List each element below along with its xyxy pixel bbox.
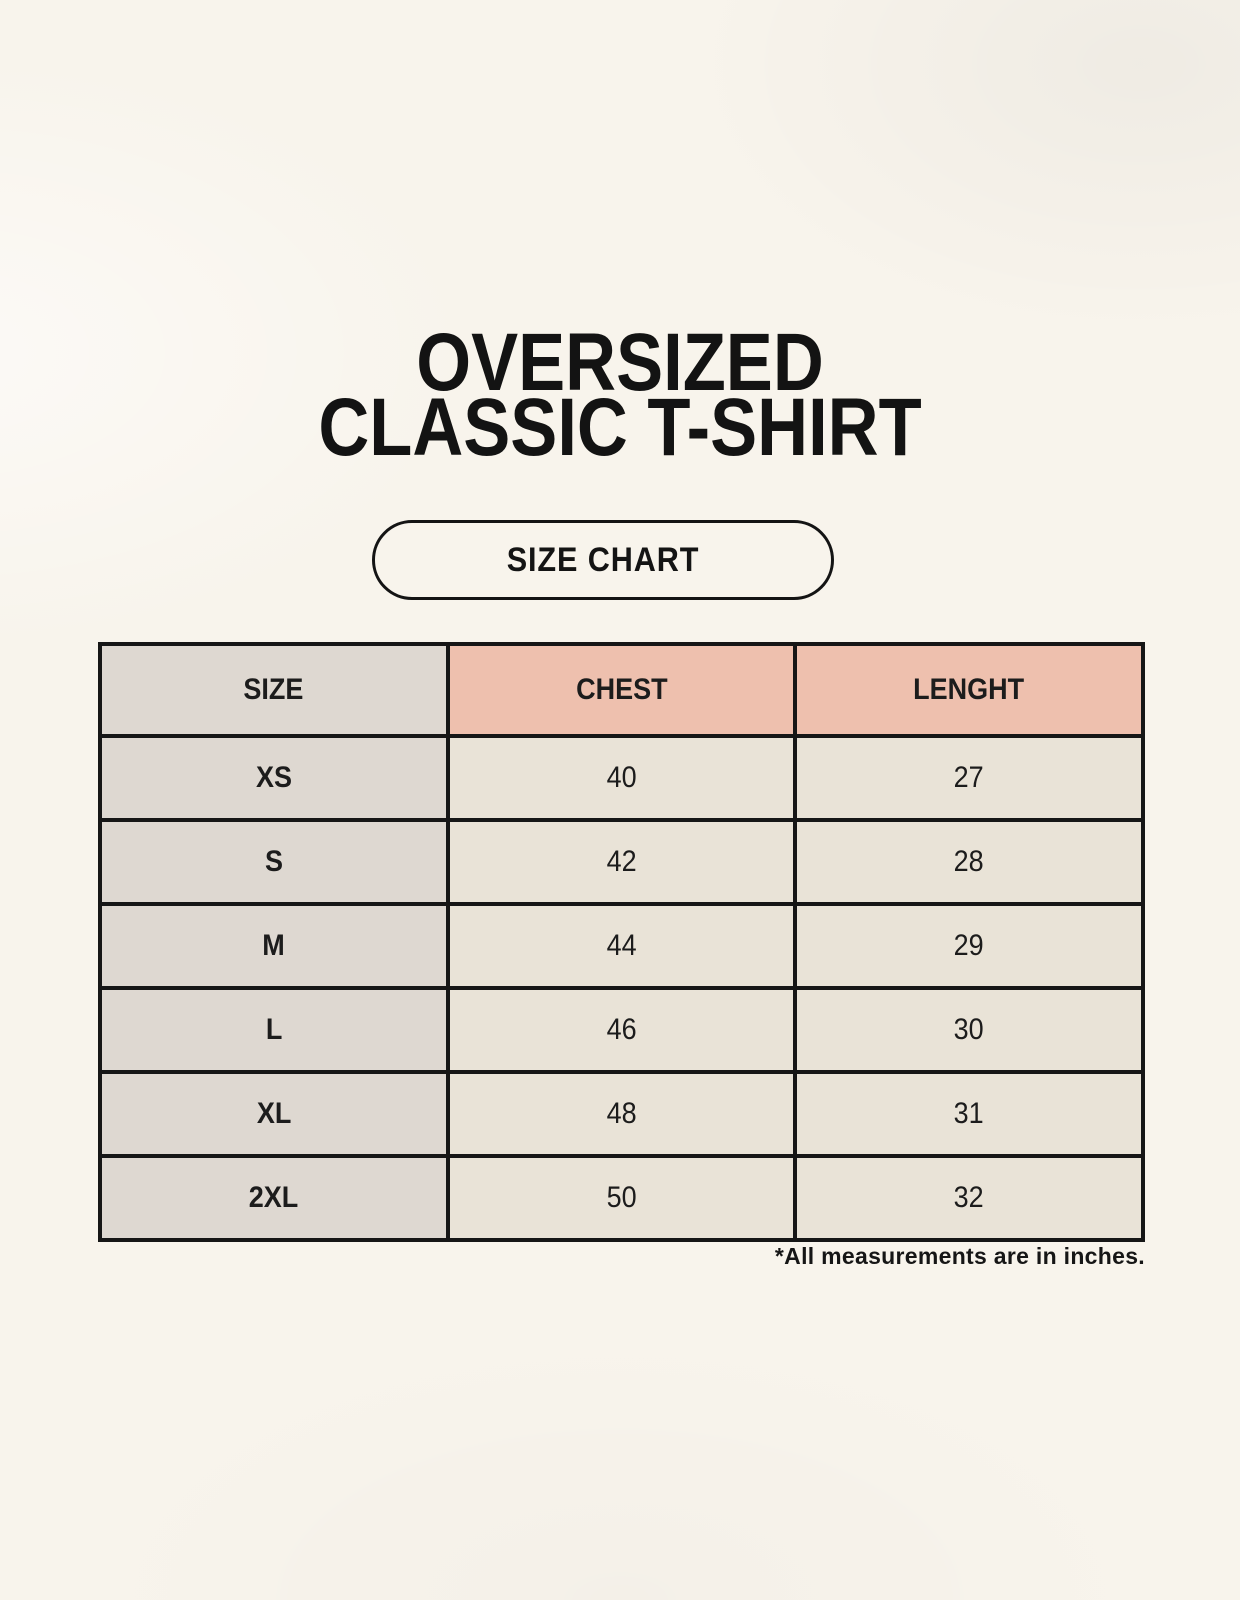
header-row: SIZE CHEST LENGHT	[98, 642, 1145, 738]
cell-chest: 48	[445, 1070, 798, 1158]
size-table-body: XS 40 27 S 42 28 M 44 29 L 46 30	[98, 734, 1145, 1242]
table-row-2xl: 2XL 50 32	[98, 1154, 1145, 1242]
cell-size: XS	[98, 734, 450, 822]
header-label-size: SIZE	[243, 673, 304, 706]
cell-chest: 40	[445, 734, 798, 822]
cell-length: 32	[793, 1154, 1145, 1242]
cell-length: 29	[793, 902, 1145, 990]
title-line-2: CLASSIC T-SHIRT	[318, 382, 922, 473]
size-table-container: SIZE CHEST LENGHT XS 40 27 S	[98, 642, 1145, 1242]
cell-chest: 44	[445, 902, 798, 990]
header-label-length: LENGHT	[913, 673, 1025, 706]
size-table: SIZE CHEST LENGHT XS 40 27 S	[98, 642, 1145, 1242]
header-cell-length: LENGHT	[793, 642, 1145, 738]
header-cell-size: SIZE	[98, 642, 450, 738]
table-row-xl: XL 48 31	[98, 1070, 1145, 1158]
title-line-1: OVERSIZED	[416, 317, 824, 408]
cell-size: S	[98, 818, 450, 906]
cell-size: L	[98, 986, 450, 1074]
cell-size: M	[98, 902, 450, 990]
cell-length: 31	[793, 1070, 1145, 1158]
table-row-xs: XS 40 27	[98, 734, 1145, 822]
cell-size: XL	[98, 1070, 450, 1158]
header-cell-chest: CHEST	[445, 642, 798, 738]
cell-chest: 46	[445, 986, 798, 1074]
size-chart-badge-label: SIZE CHART	[506, 540, 700, 579]
size-chart-badge[interactable]: SIZE CHART	[372, 520, 834, 600]
header-label-chest: CHEST	[575, 673, 668, 706]
cell-size: 2XL	[98, 1154, 450, 1242]
size-table-header: SIZE CHEST LENGHT	[98, 642, 1145, 738]
measurements-footnote: *All measurements are in inches.	[774, 1243, 1145, 1269]
table-row-s: S 42 28	[98, 818, 1145, 906]
page-title: OVERSIZED CLASSIC T-SHIRT	[87, 322, 1153, 469]
cell-chest: 50	[445, 1154, 798, 1242]
cell-length: 27	[793, 734, 1145, 822]
table-row-l: L 46 30	[98, 986, 1145, 1074]
cell-length: 30	[793, 986, 1145, 1074]
cell-length: 28	[793, 818, 1145, 906]
cell-chest: 42	[445, 818, 798, 906]
table-row-m: M 44 29	[98, 902, 1145, 990]
